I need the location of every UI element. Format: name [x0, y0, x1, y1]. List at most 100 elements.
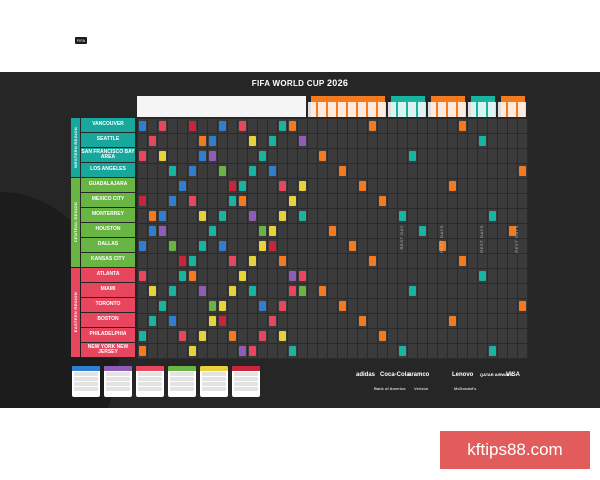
group-match-cell [298, 210, 306, 221]
knockout-match-cell [348, 240, 356, 251]
sponsor-logo-secondary: Verizon [414, 386, 429, 391]
group-match-cell [158, 210, 166, 221]
date-column-header [238, 102, 246, 117]
group-legend-box [136, 366, 164, 397]
date-column-header [278, 102, 286, 117]
date-column-header [408, 102, 416, 117]
region-label: CENTRAL REGION [71, 178, 80, 267]
group-match-cell [218, 240, 226, 251]
group-match-cell [148, 135, 156, 146]
group-legend-line [106, 372, 130, 376]
knockout-match-cell [338, 300, 346, 311]
group-match-cell [198, 285, 206, 296]
grid-row-line [137, 358, 527, 359]
group-match-cell [178, 330, 186, 341]
group-match-cell [198, 135, 206, 146]
group-match-cell [138, 345, 146, 356]
group-match-cell [168, 240, 176, 251]
group-match-cell [168, 285, 176, 296]
knockout-match-cell [448, 180, 456, 191]
grid-row-line [137, 223, 527, 224]
knockout-match-cell [358, 315, 366, 326]
grid-row-line [137, 148, 527, 149]
group-match-cell [168, 195, 176, 206]
group-legend-box [168, 366, 196, 397]
date-column-header [198, 102, 206, 117]
group-match-cell [228, 330, 236, 341]
knockout-match-cell [408, 285, 416, 296]
date-column-header [298, 102, 306, 117]
group-legend-line [202, 372, 226, 376]
group-legend-header [232, 366, 260, 371]
group-legend-header [72, 366, 100, 371]
date-column-header [208, 102, 216, 117]
group-match-cell [188, 255, 196, 266]
venue-label: MEXICO CITY [81, 193, 135, 208]
group-match-cell [178, 180, 186, 191]
grid-row-line [137, 313, 527, 314]
group-match-cell [228, 180, 236, 191]
grid-col-line [527, 118, 528, 358]
group-match-cell [208, 300, 216, 311]
group-legend-line [106, 377, 130, 381]
group-match-cell [278, 330, 286, 341]
group-match-cell [248, 345, 256, 356]
group-match-cell [228, 195, 236, 206]
group-match-cell [218, 300, 226, 311]
group-match-cell [298, 135, 306, 146]
date-column-header [358, 102, 366, 117]
venue-label: BOSTON [81, 313, 135, 328]
knockout-match-cell [458, 255, 466, 266]
group-match-cell [198, 210, 206, 221]
venue-label: SAN FRANCISCO BAY AREA [81, 148, 135, 163]
date-column-header [248, 102, 256, 117]
group-match-cell [238, 345, 246, 356]
date-column-header [158, 102, 166, 117]
rest-day-label: REST DAYS [479, 225, 484, 253]
sponsor-logo: VISA [506, 372, 521, 378]
group-match-cell [268, 240, 276, 251]
venue-label: ATLANTA [81, 268, 135, 283]
group-match-cell [178, 255, 186, 266]
group-match-cell [138, 195, 146, 206]
group-match-cell [158, 225, 166, 236]
group-match-cell [268, 315, 276, 326]
logo-text: MATCH SCHEDULE [92, 24, 146, 46]
group-match-cell [258, 240, 266, 251]
group-match-cell [288, 285, 296, 296]
group-match-cell [288, 195, 296, 206]
group-match-cell [288, 120, 296, 131]
group-match-cell [208, 225, 216, 236]
group-legend-line [138, 382, 162, 386]
group-legend-line [170, 377, 194, 381]
group-match-cell [278, 255, 286, 266]
rest-day-text: REST DAYS [514, 225, 519, 253]
knockout-match-cell [318, 150, 326, 161]
knockout-match-cell [518, 300, 526, 311]
date-column-header [288, 102, 296, 117]
knockout-match-cell [318, 285, 326, 296]
group-match-cell [228, 285, 236, 296]
group-match-cell [208, 315, 216, 326]
group-match-cell [218, 165, 226, 176]
date-column-header [178, 102, 186, 117]
group-match-cell [188, 195, 196, 206]
region-name: WESTERN REGION [73, 126, 78, 169]
date-column-header [378, 102, 386, 117]
grid-row-line [137, 328, 527, 329]
knockout-match-cell [458, 120, 466, 131]
knockout-match-cell [488, 210, 496, 221]
venue-label: VANCOUVER [81, 118, 135, 133]
group-legend-box [104, 366, 132, 397]
group-match-cell [178, 270, 186, 281]
knockout-match-cell [368, 120, 376, 131]
date-column-header [268, 102, 276, 117]
group-match-cell [278, 120, 286, 131]
date-column-header [448, 102, 456, 117]
group-match-cell [238, 270, 246, 281]
group-match-cell [198, 240, 206, 251]
group-match-cell [138, 270, 146, 281]
rest-day-text: REST DAY [399, 225, 404, 250]
group-match-cell [188, 120, 196, 131]
date-column-header [218, 102, 226, 117]
